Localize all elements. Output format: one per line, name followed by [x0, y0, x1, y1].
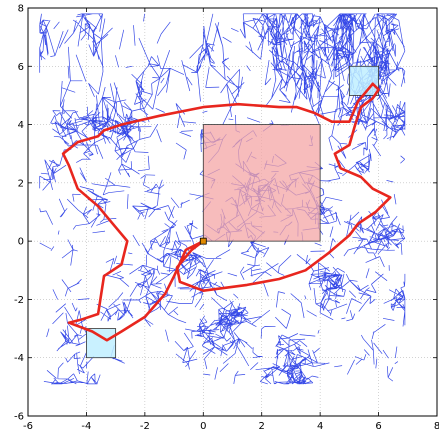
- y-tick-label: 0: [18, 237, 24, 248]
- start-marker-group: [199, 237, 207, 245]
- x-tick-label: 2: [259, 421, 265, 432]
- x-tick-label: -6: [23, 421, 33, 432]
- x-tick-label: 4: [317, 421, 323, 432]
- regions: [86, 65, 379, 359]
- obstacle-region: [202, 124, 321, 242]
- y-tick-label: 8: [18, 4, 24, 15]
- y-tick-label: 4: [18, 120, 24, 131]
- planned-path: [61, 82, 392, 342]
- y-tick-label: -2: [14, 295, 24, 306]
- y-tick-label: -6: [14, 412, 24, 423]
- x-tick-label: 8: [434, 421, 439, 432]
- plot-frame: [27, 7, 438, 417]
- goal-region: [86, 328, 117, 359]
- path-line: [61, 82, 392, 342]
- y-tick-labels: -6 -4 -2 0 2 4 6 8: [14, 4, 24, 423]
- x-tick-label: 0: [200, 421, 206, 432]
- x-tick-label: -4: [81, 421, 91, 432]
- tick-marks: [27, 7, 438, 417]
- x-tick-label: -2: [140, 421, 150, 432]
- y-tick-label: 6: [18, 62, 24, 73]
- y-tick-label: 2: [18, 178, 24, 189]
- x-tick-label: 6: [375, 421, 381, 432]
- y-tick-label: -4: [14, 353, 24, 364]
- start-marker: [199, 237, 207, 245]
- goal-region: [348, 65, 379, 96]
- x-tick-labels: -6 -4 -2 0 2 4 6 8: [23, 421, 439, 432]
